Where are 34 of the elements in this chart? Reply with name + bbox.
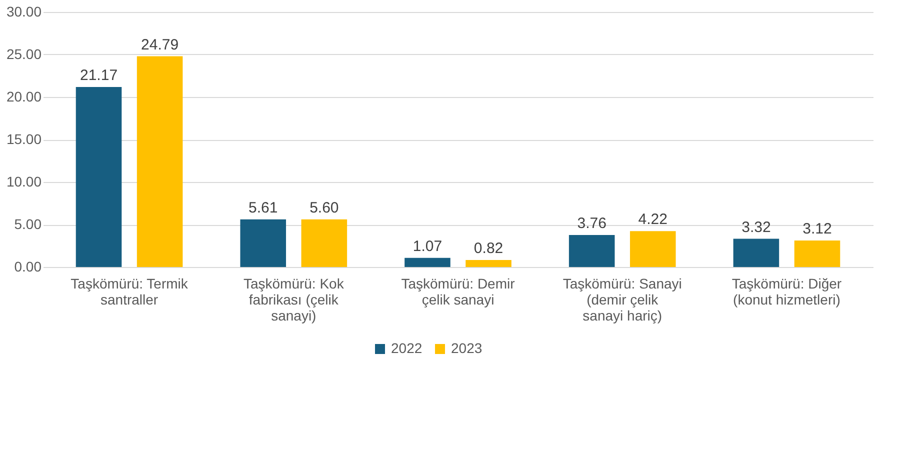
data-label: 4.22 (638, 211, 668, 228)
bar (466, 260, 512, 267)
x-tick-label: Taşkömürü: Sanayi (demir çelik sanayi hariç) (562, 276, 682, 324)
data-label: 3.32 (742, 218, 771, 236)
y-tick-label: 5.00 (14, 216, 42, 232)
legend-label: 2022 (391, 340, 422, 356)
bar (301, 219, 348, 267)
bar (404, 258, 450, 267)
y-tick-label: 20.00 (6, 88, 42, 104)
y-tick-label: 25.00 (6, 46, 42, 62)
x-tick-label: Taşkömürü: Diğer (konut hizmetleri) (732, 276, 842, 308)
data-label: 21.17 (80, 67, 118, 84)
legend-label: 2023 (451, 340, 482, 356)
bar (568, 235, 615, 267)
bar (794, 240, 840, 267)
data-label: 5.60 (310, 199, 339, 216)
data-label: 3.76 (577, 215, 606, 232)
data-label: 0.82 (474, 240, 504, 258)
x-tick-label: Taşkömürü: Kok fabrikası (çelik sanayi) (243, 276, 345, 324)
x-tick-label: Taşkömürü: Termik santraller (70, 276, 189, 308)
bar (76, 87, 122, 267)
bar (630, 231, 676, 267)
bar (240, 219, 286, 267)
bar (136, 56, 183, 267)
y-tick-label: 15.00 (6, 131, 42, 147)
data-label: 3.12 (802, 220, 832, 238)
y-tick-label: 10.00 (6, 174, 42, 190)
bar (733, 238, 780, 267)
data-label: 5.61 (248, 199, 278, 216)
y-tick-label: 0.00 (14, 258, 42, 274)
y-tick-label: 30.00 (6, 4, 42, 20)
data-label: 1.07 (412, 238, 442, 255)
x-tick-label: Taşkömürü: Demir çelik sanayi (401, 276, 516, 308)
data-label: 24.79 (141, 36, 179, 54)
